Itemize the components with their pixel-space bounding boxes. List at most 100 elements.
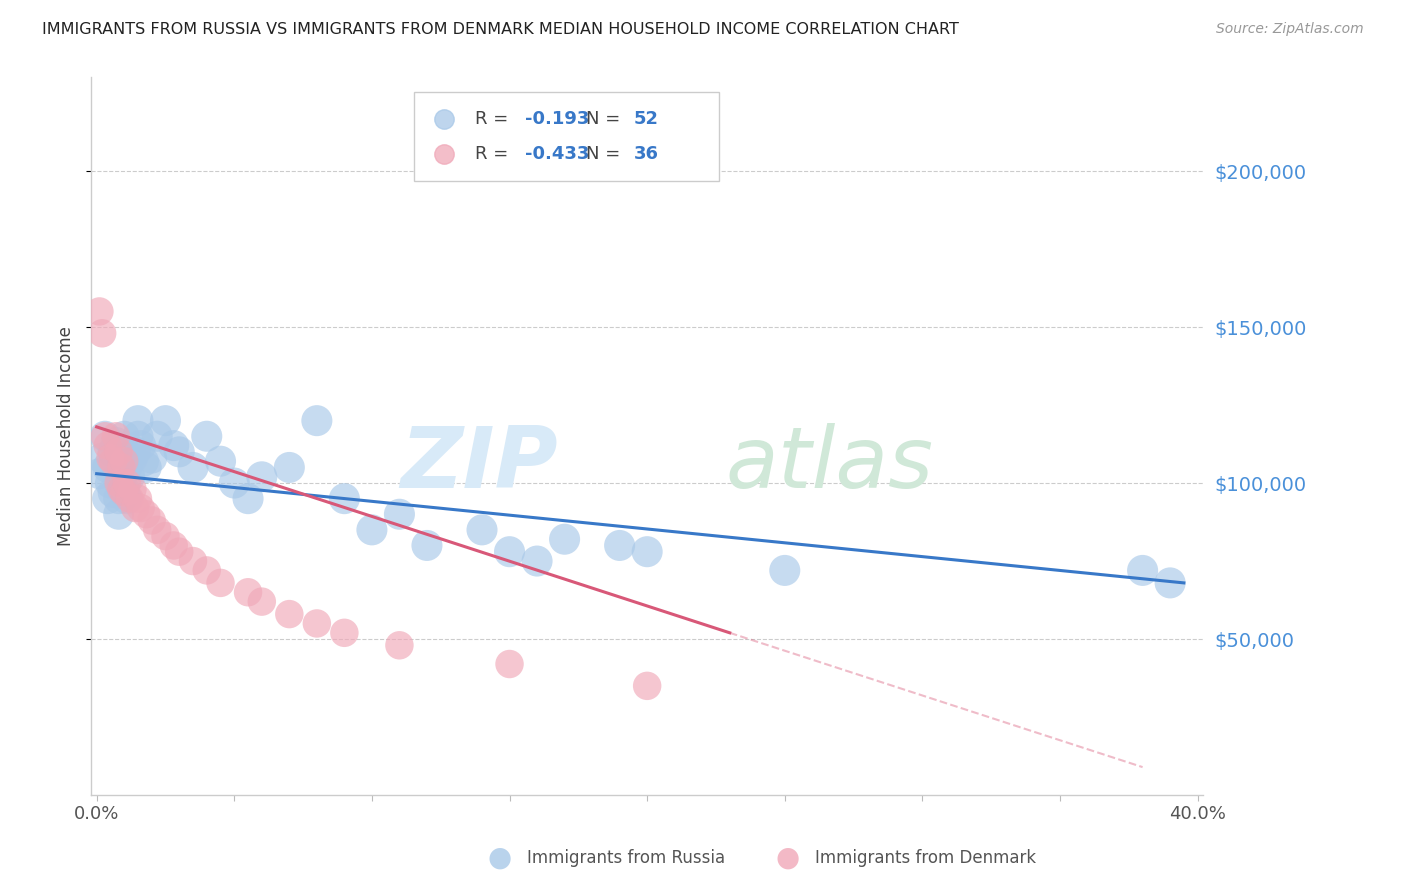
Point (112, 483, 135, 497)
Point (132, 454, 155, 468)
Point (121, 451, 143, 466)
Point (609, 538, 631, 552)
Point (124, 445, 146, 459)
Point (250, 594, 273, 608)
Point (1132, 563, 1154, 577)
Point (118, 470, 141, 484)
Point (278, 460, 301, 475)
Point (110, 460, 132, 475)
Point (636, 679, 658, 693)
Text: IMMIGRANTS FROM RUSSIA VS IMMIGRANTS FROM DENMARK MEDIAN HOUSEHOLD INCOME CORREL: IMMIGRANTS FROM RUSSIA VS IMMIGRANTS FRO… (42, 22, 959, 37)
Point (195, 429, 218, 443)
Point (163, 538, 186, 552)
Point (127, 414, 149, 428)
Point (209, 454, 232, 468)
Point (146, 523, 169, 537)
Point (107, 508, 129, 522)
Point (104, 429, 127, 443)
Point (97, 491, 120, 506)
Point (554, 533, 576, 547)
Text: N =: N = (586, 145, 620, 163)
Point (104, 454, 127, 468)
Point (129, 501, 152, 516)
Point (135, 508, 157, 522)
Point (101, 454, 124, 468)
Point (773, 563, 796, 577)
Point (278, 607, 301, 621)
Point (97, 460, 120, 475)
Point (107, 491, 129, 506)
Point (209, 575, 232, 590)
Text: Immigrants from Denmark: Immigrants from Denmark (815, 849, 1036, 867)
Point (110, 470, 132, 484)
Text: -0.433: -0.433 (524, 145, 589, 163)
Point (181, 554, 204, 568)
Point (89, 304, 111, 318)
Point (112, 429, 135, 443)
Y-axis label: Median Household Income: Median Household Income (58, 326, 75, 546)
Point (146, 429, 169, 443)
Point (94, 429, 117, 443)
Text: ●: ● (775, 844, 800, 872)
Point (101, 485, 124, 500)
Point (471, 523, 494, 537)
Point (141, 514, 163, 528)
Point (110, 451, 132, 466)
Point (94, 429, 117, 443)
FancyBboxPatch shape (413, 92, 720, 181)
Point (155, 414, 177, 428)
Point (305, 616, 328, 631)
Text: ZIP: ZIP (401, 424, 558, 507)
Point (89, 467, 111, 481)
Point (155, 529, 177, 543)
Point (115, 460, 138, 475)
Point (129, 439, 152, 453)
Point (115, 476, 138, 491)
Point (498, 657, 520, 671)
Point (181, 460, 204, 475)
Point (236, 491, 259, 506)
Point (115, 491, 138, 506)
Point (112, 485, 135, 500)
Text: R =: R = (475, 110, 508, 128)
Point (305, 414, 328, 428)
Text: -0.193: -0.193 (524, 110, 589, 128)
Point (167, 445, 190, 459)
Point (110, 483, 132, 497)
Point (104, 435, 127, 450)
Point (224, 476, 246, 491)
Point (100, 451, 122, 466)
Text: ●: ● (486, 844, 512, 872)
Point (167, 544, 190, 558)
Text: Source: ZipAtlas.com: Source: ZipAtlas.com (1216, 22, 1364, 37)
Point (388, 638, 411, 652)
Point (250, 470, 273, 484)
Point (127, 491, 149, 506)
Point (118, 491, 141, 506)
Point (121, 483, 143, 497)
Point (195, 563, 218, 577)
Point (1159, 575, 1181, 590)
Point (416, 538, 439, 552)
Point (127, 429, 149, 443)
Point (141, 451, 163, 466)
Point (361, 523, 384, 537)
Point (100, 476, 122, 491)
Point (107, 445, 129, 459)
Text: atlas: atlas (725, 424, 934, 507)
Point (388, 508, 411, 522)
Point (636, 544, 658, 558)
Point (526, 554, 548, 568)
Point (124, 501, 146, 516)
Text: 52: 52 (634, 110, 659, 128)
Point (107, 476, 129, 491)
Text: Immigrants from Russia: Immigrants from Russia (527, 849, 725, 867)
Point (135, 460, 157, 475)
Text: R =: R = (475, 145, 508, 163)
Point (333, 625, 356, 640)
Point (112, 454, 135, 468)
Point (163, 439, 186, 453)
Point (333, 491, 356, 506)
Text: 36: 36 (634, 145, 659, 163)
Point (236, 585, 259, 599)
